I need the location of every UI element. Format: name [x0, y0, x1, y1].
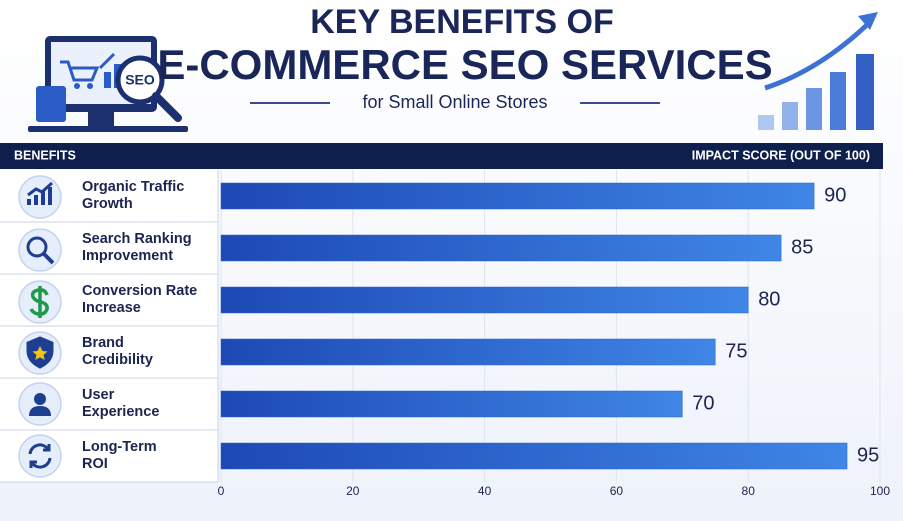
title: E-COMMERCE SEO SERVICES — [157, 41, 772, 88]
x-tick-label: 20 — [346, 484, 360, 498]
category-label: User Experience — [82, 387, 160, 420]
bar — [220, 286, 749, 314]
x-tick-label: 0 — [218, 484, 225, 498]
illustration-label: SEO — [125, 72, 155, 88]
bar — [220, 442, 848, 470]
value-label: 85 — [791, 236, 813, 258]
bar — [220, 390, 683, 418]
category-label: Brand Credibility — [82, 335, 153, 368]
value-label: 90 — [824, 184, 846, 206]
value-label: 95 — [857, 444, 879, 466]
subtitle: for Small Online Stores — [362, 92, 547, 112]
title-top: KEY BENEFITS OF — [310, 3, 614, 41]
x-tick-label: 80 — [742, 484, 756, 498]
illustration: SEO — [28, 36, 188, 132]
x-tick-label: 100 — [870, 484, 890, 498]
category-label: Search Ranking Improvement — [82, 231, 192, 264]
bar — [220, 182, 815, 210]
category-header: BENEFITS — [14, 148, 76, 162]
bar — [220, 234, 782, 262]
table-header — [0, 143, 883, 169]
value-header: IMPACT SCORE (OUT OF 100) — [692, 148, 870, 162]
icons — [18, 175, 62, 478]
category-label: Conversion Rate Increase — [82, 283, 198, 316]
category-label: Organic Traffic Growth — [82, 179, 185, 212]
x-tick-label: 40 — [478, 484, 492, 498]
growth-illustration — [758, 12, 878, 130]
value-label: 80 — [758, 288, 780, 310]
x-tick-label: 60 — [610, 484, 624, 498]
bar — [220, 338, 716, 366]
value-label: 70 — [692, 392, 714, 414]
category-label: Long-Term ROI — [82, 439, 157, 472]
value-label: 75 — [725, 340, 747, 362]
